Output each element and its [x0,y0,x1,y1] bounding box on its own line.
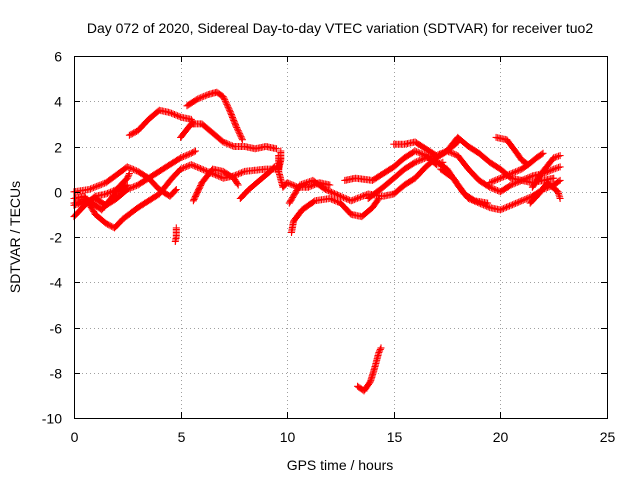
x-tick-label: 15 [387,429,403,445]
y-tick-label: 6 [54,49,62,65]
series-arc-23 [354,344,385,395]
series-arc-25 [275,147,285,173]
series-arc-21 [528,152,564,191]
y-tick-label: 2 [54,140,62,156]
series-arc-6 [125,106,197,139]
x-tick-label: 10 [280,429,296,445]
x-tick-label: 5 [178,429,186,445]
plus-markers [354,344,385,395]
plus-markers [125,106,197,139]
y-tick-label: 0 [54,185,62,201]
y-tick-label: -10 [42,411,62,427]
chart-title: Day 072 of 2020, Sidereal Day-to-day VTE… [87,20,594,36]
plus-markers [492,133,547,169]
x-tick-label: 20 [493,429,509,445]
series-arc-18 [437,165,492,207]
series-arc-10 [236,163,278,202]
series-arc-14 [341,147,447,184]
y-tick-label: -2 [50,230,63,246]
plus-markers [341,147,447,184]
plus-markers [183,88,246,144]
plus-markers [526,179,564,207]
y-axis-label: SDTVAR / TECUs [7,181,23,293]
series-arc-20 [486,161,532,187]
plus-markers [275,147,285,173]
plus-markers [236,163,278,202]
plus-markers [177,120,280,153]
axis-ticks: 0 5 10 15 20 25 -10 -8 -6 -4 -2 0 2 4 6 [42,49,616,446]
plus-markers [528,152,564,191]
y-tick-label: -8 [50,366,63,382]
data-points [70,88,564,395]
grid [74,56,607,418]
plus-markers [171,224,180,245]
series-arc-22 [526,179,564,207]
y-tick-label: -4 [50,275,63,291]
series-arc-19 [492,133,547,169]
series-arc-2 [70,161,283,232]
x-axis-label: GPS time / hours [287,457,394,473]
series-arc-12 [288,195,383,236]
plus-markers [486,161,532,187]
x-tick-label: 0 [71,429,79,445]
plus-markers [70,161,283,232]
series-arc-7 [183,88,246,144]
x-tick-label: 25 [600,429,616,445]
plus-markers [437,165,492,207]
y-tick-label: 4 [54,94,62,110]
series-arc-24 [171,224,180,245]
series-arc-9 [189,165,242,205]
plus-markers [288,195,383,236]
plus-markers [189,165,242,205]
series-arc-8 [177,120,280,153]
y-tick-label: -6 [50,321,63,337]
